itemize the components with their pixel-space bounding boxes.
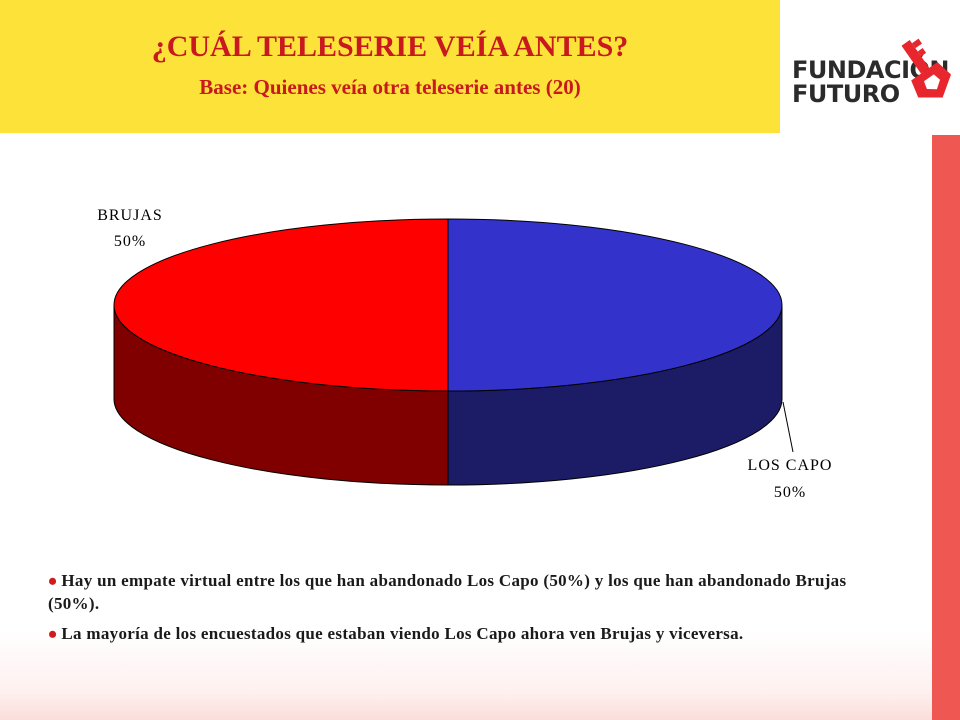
label-los-capo-value: 50%	[774, 484, 806, 501]
background-gradient	[0, 630, 960, 720]
bullet-dot-icon: •	[48, 620, 58, 649]
slide-title: ¿CUÁL TELESERIE VEÍA ANTES?	[151, 30, 629, 63]
label-los-capo-name: LOS CAPO	[748, 457, 833, 474]
bullet-dot-icon: •	[48, 567, 58, 596]
header-band: ¿CUÁL TELESERIE VEÍA ANTES? Base: Quiene…	[0, 0, 780, 133]
pie-slice-brujas	[113, 218, 449, 392]
logo-line-2: FUTURO	[792, 80, 900, 108]
slide-subtitle: Base: Quienes veía otra teleserie antes …	[199, 75, 581, 99]
bullet-item-1: • Hay un empate virtual entre los que han…	[48, 567, 858, 615]
pie-slice-los-capo	[447, 218, 783, 392]
bullet-text-1: Hay un empate virtual entre los que han …	[48, 571, 847, 613]
bullet-item-2: • La mayoría de los encuestados que estab…	[48, 620, 858, 649]
pie-slices	[113, 218, 783, 486]
decorative-red-stripe	[932, 135, 960, 720]
leader-line-los-capo	[782, 401, 794, 453]
label-brujas-value: 50%	[114, 233, 146, 250]
fundacion-futuro-logo: FUNDACIÓN FUTURO	[784, 20, 960, 115]
label-brujas-name: BRUJAS	[97, 207, 163, 224]
bullet-list: • Hay un empate virtual entre los que han…	[48, 567, 858, 654]
bullet-text-2: La mayoría de los encuestados que estaba…	[61, 624, 744, 643]
key-icon	[901, 38, 952, 98]
